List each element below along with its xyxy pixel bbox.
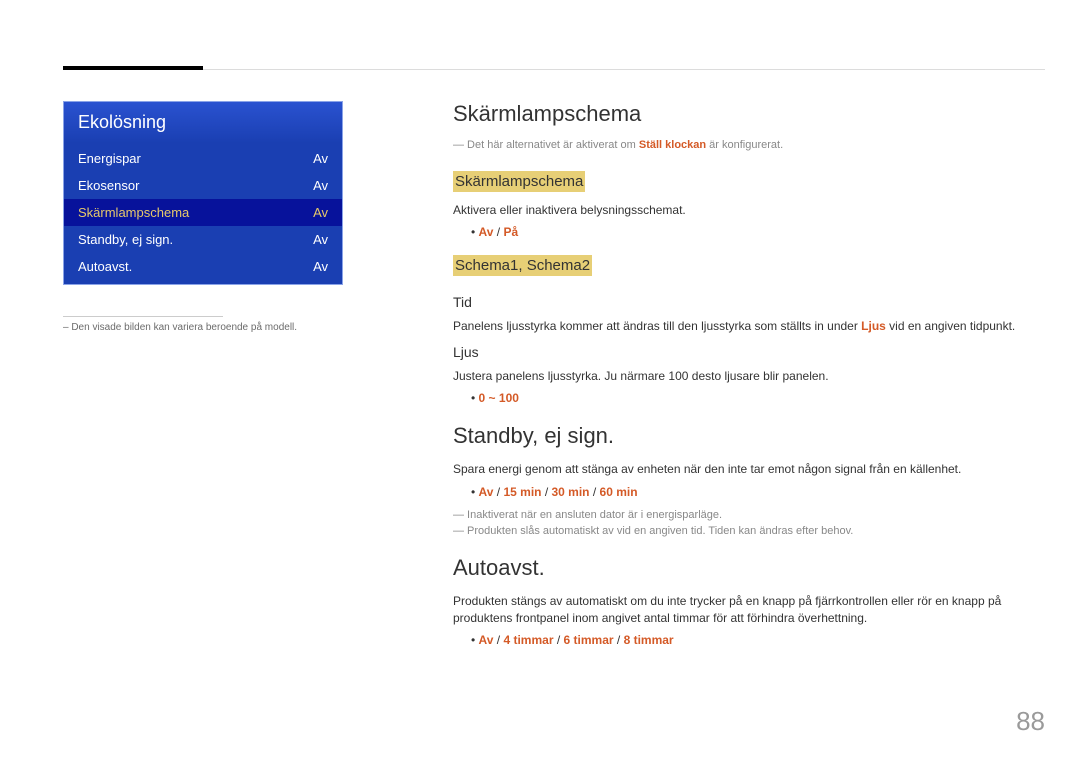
p-tid-suffix: vid en angiven tidpunkt. bbox=[886, 319, 1015, 333]
osd-label: Standby, ej sign. bbox=[78, 232, 173, 247]
opt-a: Av bbox=[479, 633, 494, 647]
top-rule-accent bbox=[63, 66, 203, 70]
opt-b: 15 min bbox=[503, 485, 541, 499]
page-root: Ekolösning Energispar Av Ekosensor Av Sk… bbox=[0, 0, 1080, 763]
note-standby-1: ― Inaktiverat när en ansluten dator är i… bbox=[453, 509, 1045, 521]
heading-skarmlampschema: Skärmlampschema bbox=[453, 101, 1045, 127]
opt-a: Av bbox=[479, 225, 494, 239]
opt-d: 8 timmar bbox=[624, 633, 674, 647]
osd-row-autoavst[interactable]: Autoavst. Av bbox=[64, 253, 342, 284]
standby-subnotes: ― Inaktiverat när en ansluten dator är i… bbox=[453, 509, 1045, 537]
note-standby-2: ― Produkten slås automatiskt av vid en a… bbox=[453, 525, 1045, 537]
osd-value: Av bbox=[313, 259, 328, 274]
p-tid: Panelens ljusstyrka kommer att ändras ti… bbox=[453, 318, 1045, 335]
heading-tid: Tid bbox=[453, 294, 1045, 310]
osd-row-standby[interactable]: Standby, ej sign. Av bbox=[64, 226, 342, 253]
subheading-skarmlampschema: Skärmlampschema bbox=[453, 171, 585, 192]
note-em: Ställ klockan bbox=[639, 139, 706, 151]
note-clock: ― Det här alternativet är aktiverat om S… bbox=[453, 139, 1045, 151]
opt-d: 60 min bbox=[600, 485, 638, 499]
disclaimer-text: – Den visade bilden kan variera beroende… bbox=[63, 322, 363, 333]
osd-label: Autoavst. bbox=[78, 259, 132, 274]
subheading-schema12: Schema1, Schema2 bbox=[453, 255, 592, 276]
osd-title: Ekolösning bbox=[64, 102, 342, 143]
osd-row-ekosensor[interactable]: Ekosensor Av bbox=[64, 172, 342, 199]
content-column: Skärmlampschema ― Det här alternativet ä… bbox=[453, 101, 1045, 665]
osd-label: Skärmlampschema bbox=[78, 205, 189, 220]
osd-row-skarmlampschema[interactable]: Skärmlampschema Av bbox=[64, 199, 342, 226]
note-prefix: ― Det här alternativet är aktiverat om bbox=[453, 139, 639, 151]
p-autoavst: Produkten stängs av automatiskt om du in… bbox=[453, 593, 1045, 628]
osd-value: Av bbox=[313, 178, 328, 193]
top-rule bbox=[63, 69, 1045, 70]
section-autoavst: Autoavst. Produkten stängs av automatisk… bbox=[453, 555, 1045, 648]
osd-value: Av bbox=[313, 232, 328, 247]
heading-standby: Standby, ej sign. bbox=[453, 423, 1045, 449]
osd-value: Av bbox=[313, 205, 328, 220]
opts-ljus: 0 ~ 100 bbox=[471, 391, 1045, 405]
note-suffix: är konfigurerat. bbox=[706, 139, 783, 151]
osd-row-energispar[interactable]: Energispar Av bbox=[64, 143, 342, 172]
disclaimer-rule bbox=[63, 316, 223, 317]
opts-autoavst: Av / 4 timmar / 6 timmar / 8 timmar bbox=[471, 633, 1045, 647]
opt-b: På bbox=[503, 225, 518, 239]
opt-av-pa: Av / På bbox=[471, 225, 1045, 239]
osd-label: Energispar bbox=[78, 151, 141, 166]
opt-a: Av bbox=[479, 485, 494, 499]
heading-ljus: Ljus bbox=[453, 344, 1045, 360]
osd-rows: Energispar Av Ekosensor Av Skärmlampsche… bbox=[64, 143, 342, 284]
p-tid-prefix: Panelens ljusstyrka kommer att ändras ti… bbox=[453, 319, 861, 333]
p-tid-em: Ljus bbox=[861, 319, 886, 333]
opt-c: 6 timmar bbox=[564, 633, 614, 647]
p-standby: Spara energi genom att stänga av enheten… bbox=[453, 461, 1045, 478]
section-standby: Standby, ej sign. Spara energi genom att… bbox=[453, 423, 1045, 536]
page-number: 88 bbox=[1016, 706, 1045, 737]
osd-value: Av bbox=[313, 151, 328, 166]
opt-autoavst-list: Av / 4 timmar / 6 timmar / 8 timmar bbox=[471, 633, 1045, 647]
p-ljus: Justera panelens ljusstyrka. Ju närmare … bbox=[453, 368, 1045, 385]
opt-0-100: 0 ~ 100 bbox=[471, 391, 1045, 405]
opt-c: 30 min bbox=[552, 485, 590, 499]
heading-autoavst: Autoavst. bbox=[453, 555, 1045, 581]
osd-label: Ekosensor bbox=[78, 178, 139, 193]
section-skarmlampschema: Skärmlampschema ― Det här alternativet ä… bbox=[453, 101, 1045, 405]
opts-standby: Av / 15 min / 30 min / 60 min bbox=[471, 485, 1045, 499]
osd-panel: Ekolösning Energispar Av Ekosensor Av Sk… bbox=[63, 101, 343, 285]
opt-b: 4 timmar bbox=[503, 633, 553, 647]
opt-standby-list: Av / 15 min / 30 min / 60 min bbox=[471, 485, 1045, 499]
opts-av-pa: Av / På bbox=[471, 225, 1045, 239]
p-activate-schedule: Aktivera eller inaktivera belysningssche… bbox=[453, 202, 1045, 219]
